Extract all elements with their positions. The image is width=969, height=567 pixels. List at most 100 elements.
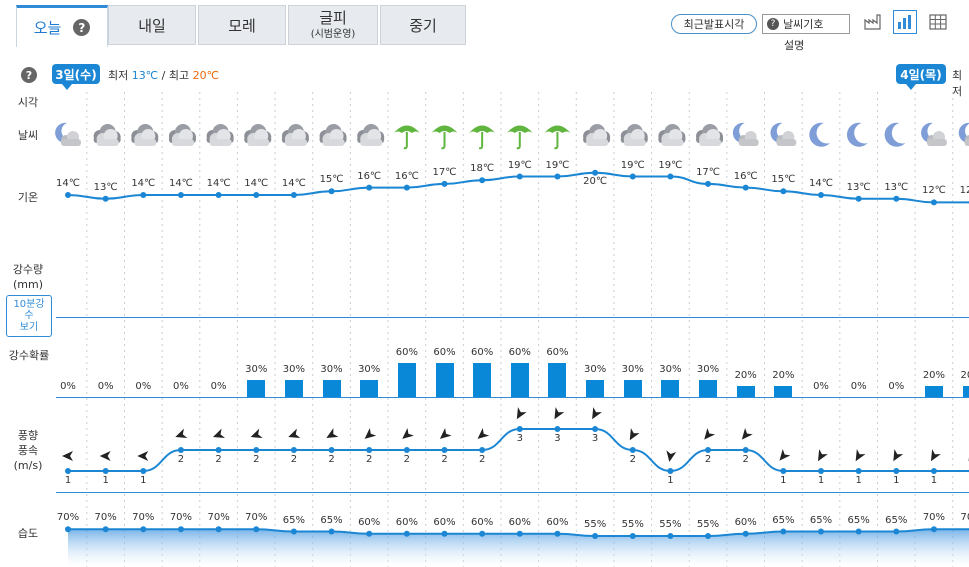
temp-point: [403, 184, 410, 191]
precip-prob-value: 0%: [173, 381, 189, 392]
wind-direction-arrow-icon: [554, 407, 565, 420]
humidity-point: [930, 526, 937, 533]
cloudy-icon: [244, 124, 272, 146]
humidity-point: [479, 530, 486, 537]
umbrella-rain-icon: [431, 125, 458, 150]
humidity-point: [667, 533, 674, 539]
wind-point: [479, 447, 486, 453]
precip-prob-value: 60%: [433, 347, 456, 358]
humidity-value: 55%: [659, 519, 682, 530]
wind-point: [629, 447, 636, 453]
wind-speed-value: 2: [215, 454, 222, 465]
min-value: 13℃: [131, 69, 159, 82]
label-wind-speed: 풍속: [17, 443, 39, 457]
tab-today[interactable]: 오늘 ?: [16, 5, 108, 47]
ten-min-line3: 보기: [19, 321, 39, 333]
precip-prob-value: 20%: [734, 369, 757, 381]
precip-prob-value: 60%: [395, 347, 418, 358]
tab-tomorrow[interactable]: 내일: [108, 5, 196, 45]
precip-prob-value: 0%: [888, 381, 905, 392]
precip-prob-value: 0%: [850, 381, 867, 392]
humidity-value: 70%: [56, 512, 80, 524]
wind-speed-value: 2: [742, 454, 749, 465]
help-icon[interactable]: ?: [73, 19, 91, 36]
wind-direction-arrow-icon: [893, 449, 904, 462]
moon-icon: [846, 122, 868, 147]
ten-min-line2: 수: [24, 310, 34, 322]
tab-day-after[interactable]: 모레: [198, 5, 286, 45]
tab-tomorrow-label: 내일: [138, 16, 166, 35]
precip-prob-value: 20%: [772, 369, 795, 381]
tab-midterm[interactable]: 중기: [380, 5, 466, 45]
wind-speed-value: 2: [478, 454, 486, 465]
graph-view-button[interactable]: [893, 10, 917, 34]
grid-view-button[interactable]: [926, 10, 950, 34]
wind-direction-arrow-icon: [855, 449, 866, 462]
label-rain-title: 강수량: [12, 263, 44, 276]
humidity-value: 65%: [885, 514, 908, 526]
precip-prob-bar: [322, 380, 341, 397]
precip-prob-value: 30%: [245, 364, 268, 375]
weather-symbol-sub: 설명: [784, 39, 805, 52]
temp-point: [629, 173, 636, 180]
temp-point: [818, 192, 824, 198]
day1-badge: 3일(수): [52, 64, 100, 90]
wind-direction-arrow-icon: [212, 428, 226, 438]
precip-prob-value: 60%: [546, 347, 569, 358]
table-view-button[interactable]: [861, 10, 885, 34]
humidity-value: 60%: [508, 516, 531, 528]
precip-prob-value: 30%: [320, 364, 343, 375]
wind-point: [441, 447, 448, 453]
wind-direction-arrow-icon: [137, 451, 149, 461]
humidity-point: [554, 530, 561, 537]
wind-direction-arrow-icon: [439, 427, 452, 439]
precip-prob-value: 0%: [210, 381, 227, 392]
weather-symbol-button[interactable]: ? 날씨기호: [762, 14, 850, 34]
precip-prob-value: 60%: [508, 347, 531, 358]
precip-prob-value: 0%: [135, 381, 152, 392]
tab-today-label: 오늘: [33, 19, 62, 37]
temp-point: [215, 192, 222, 198]
temp-point: [479, 177, 486, 184]
recent-release-button[interactable]: 최근발표시각: [671, 14, 757, 34]
wind-speed-value: 1: [667, 475, 674, 486]
humidity-value: 70%: [169, 512, 193, 524]
humidity-point: [855, 528, 862, 535]
help-icon-left[interactable]: ?: [21, 67, 37, 83]
humidity-value: 65%: [772, 514, 795, 526]
wind-speed-value: 2: [629, 454, 636, 465]
wind-divider: [56, 492, 969, 493]
humidity-point: [516, 530, 523, 537]
temp-point: [290, 192, 297, 198]
label-wind: 풍향 풍속 (m/s): [0, 429, 56, 474]
wind-point: [780, 468, 787, 474]
precip-prob-value: 30%: [282, 364, 305, 375]
temp-label: 12℃: [959, 185, 969, 197]
bar-chart-icon: [898, 15, 911, 29]
temp-point: [667, 173, 674, 180]
temp-label: 16℃: [394, 170, 419, 182]
wind-speed-value: 1: [102, 475, 109, 486]
precip-prob-bar: [699, 380, 718, 397]
wind-speed-value: 1: [64, 475, 72, 486]
temp-point: [177, 192, 184, 198]
temp-label: 13℃: [93, 181, 118, 193]
humidity-value: 65%: [847, 514, 870, 526]
ten-minute-rain-button[interactable]: 10분강 수 보기: [6, 295, 52, 337]
wind-direction-arrow-icon: [930, 449, 941, 462]
wind-direction-arrow-icon: [402, 427, 414, 439]
cloudy-icon: [131, 124, 159, 146]
temp-label: 15℃: [771, 174, 796, 186]
humidity-point: [328, 528, 335, 535]
tab-third-day[interactable]: 글피 (시범운영): [288, 5, 378, 45]
factory-icon: [864, 14, 881, 30]
wind-point: [215, 447, 222, 453]
temp-label: 14℃: [809, 178, 833, 189]
humidity-value: 60%: [395, 516, 418, 528]
wind-direction-arrow-icon: [741, 427, 753, 440]
humidity-value: 55%: [583, 519, 607, 530]
wind-point: [667, 468, 674, 474]
humidity-point: [780, 528, 787, 535]
humidity-value: 60%: [358, 516, 381, 528]
humidity-value: 70%: [960, 512, 969, 524]
